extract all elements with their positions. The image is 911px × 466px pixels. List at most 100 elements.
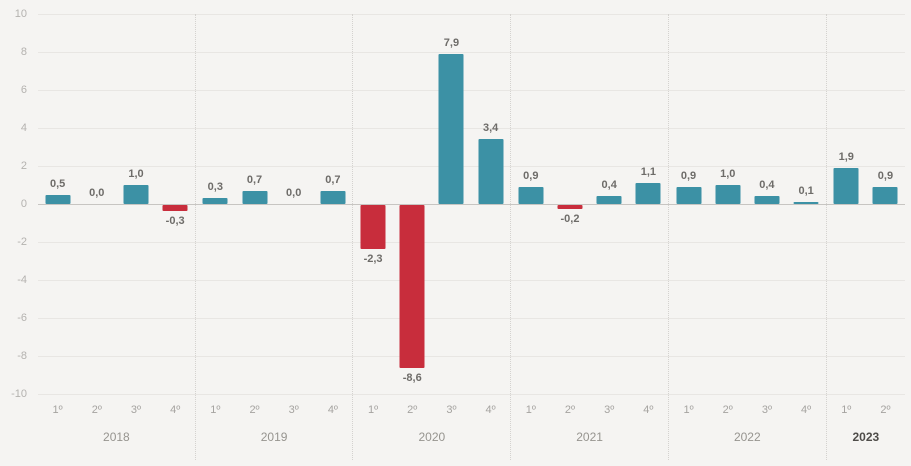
y-tick-label: 2 (20, 160, 27, 172)
value-label: 0,4 (759, 179, 775, 192)
quarter-labels-row: 1º 2º (827, 404, 905, 426)
positive-bar (320, 190, 346, 204)
y-tick-label: 4 (20, 122, 27, 134)
year-label-2021: 2021 (576, 430, 603, 444)
quarter-tick-label: 2º (880, 404, 891, 416)
bars-row: 0,9 1,0 0,4 0,1 (669, 14, 826, 394)
quarter-labels-row: 1º 2º 3º 4º (38, 404, 195, 426)
quarter-cell: -8,6 (393, 14, 432, 394)
quarter-tick-label: 3º (604, 404, 615, 416)
quarter-cell: 0,9 (511, 14, 550, 394)
value-label: 0,9 (877, 169, 894, 182)
quarter-cell: -0,3 (156, 14, 195, 394)
quarter-tick-label: 1º (367, 404, 379, 416)
year-label-2023: 2023 (852, 430, 880, 444)
negative-bar (360, 205, 386, 249)
positive-bar (123, 185, 149, 204)
quarter-tick-label: 1º (210, 404, 221, 416)
quarter-cell: 1,0 (116, 14, 155, 394)
year-group-2018: 0,5 0,0 1,0 -0,3 1º 2º 3º 4º 2018 (38, 14, 196, 460)
quarter-tick-label: 1º (52, 404, 63, 416)
quarter-cell: 0,9 (866, 14, 905, 394)
y-tick-label: 8 (20, 46, 27, 58)
quarter-tick-label: 1º (841, 404, 852, 416)
quarter-tick-label: 4º (801, 404, 812, 416)
quarter-labels-row: 1º 2º 3º 4º (353, 404, 510, 426)
gridline (38, 356, 905, 357)
quarter-cell: 0,7 (313, 14, 352, 394)
groups: 0,5 0,0 1,0 -0,3 1º 2º 3º 4º 2018 0,3 0,7 0,0 0,7 1º 2… (38, 14, 905, 460)
quarter-tick-label: 3º (761, 404, 772, 416)
positive-bar (242, 190, 268, 204)
gridline (38, 90, 905, 91)
value-label: 7,9 (443, 36, 460, 49)
value-label: -8,6 (402, 372, 422, 385)
gridline (38, 394, 905, 395)
positive-bar (478, 139, 504, 204)
bars-row: 1,9 0,9 (827, 14, 905, 394)
positive-bar (872, 186, 898, 204)
value-label: 0,9 (523, 169, 539, 182)
gridline (38, 128, 905, 129)
bars-row: 0,5 0,0 1,0 -0,3 (38, 14, 195, 394)
y-tick-label: 6 (20, 84, 27, 96)
y-tick-label: 0 (20, 198, 27, 210)
quarter-labels-row: 1º 2º 3º 4º (669, 404, 826, 426)
quarter-tick-label: 3º (130, 404, 142, 416)
positive-bar (676, 186, 702, 204)
quarter-cell: 0,5 (38, 14, 77, 394)
y-tick-label: 10 (14, 8, 27, 20)
value-label: -0,3 (165, 214, 185, 227)
y-tick-label: -10 (11, 388, 27, 400)
gridline (38, 242, 905, 243)
quarter-tick-label: 4º (170, 404, 181, 416)
value-label: 0,4 (601, 179, 617, 192)
positive-bar (518, 186, 544, 204)
positive-bar (635, 183, 661, 204)
bars-row: 0,9 -0,2 0,4 1,1 (511, 14, 668, 394)
value-label: 0,5 (49, 177, 66, 190)
quarter-tick-label: 1º (683, 404, 694, 416)
y-tick-label: -4 (17, 274, 27, 286)
value-label: 0,1 (798, 185, 814, 198)
quarter-tick-label: 2º (91, 404, 102, 416)
quarter-cell: 1,1 (629, 14, 668, 394)
quarter-tick-label: 2º (407, 404, 418, 416)
gridline (38, 280, 905, 281)
negative-bar (399, 205, 425, 369)
quarter-cell: 0,1 (787, 14, 826, 394)
quarter-cell: 0,3 (196, 14, 235, 394)
positive-bar (754, 196, 780, 204)
y-tick-label: -6 (17, 312, 27, 324)
value-label: 1,0 (720, 168, 736, 180)
value-label: 0,0 (286, 187, 302, 199)
value-label: 0,3 (207, 181, 223, 194)
quarter-cell: 1,9 (827, 14, 866, 394)
y-tick-label: -2 (17, 236, 27, 248)
value-label: 3,4 (482, 122, 499, 135)
positive-bar (596, 196, 622, 204)
quarter-tick-label: 2º (249, 404, 260, 416)
quarter-cell: -2,3 (353, 14, 392, 394)
year-label-2020: 2020 (418, 430, 446, 444)
positive-bar (715, 185, 741, 204)
quarter-cell: 1,0 (708, 14, 747, 394)
quarter-cell: -0,2 (550, 14, 589, 394)
quarter-tick-label: 2º (722, 404, 733, 416)
quarter-tick-label: 2º (564, 404, 576, 416)
year-label-2019: 2019 (260, 430, 288, 444)
value-label: 1,9 (838, 150, 854, 163)
y-axis: 10 8 6 4 2 0 -2 -4 -6 -8 -10 (0, 8, 32, 400)
positive-bar (45, 194, 71, 204)
value-label: -0,2 (560, 212, 580, 225)
value-label: 0,9 (680, 169, 697, 182)
year-label-2018: 2018 (103, 430, 130, 444)
positive-bar (793, 202, 819, 204)
gridline (38, 318, 905, 319)
year-group-2022: 0,9 1,0 0,4 0,1 1º 2º 3º 4º 2022 (669, 14, 827, 460)
year-group-2019: 0,3 0,7 0,0 0,7 1º 2º 3º 4º 2019 (196, 14, 354, 460)
positive-bar (833, 167, 859, 204)
quarter-tick-label: 4º (485, 404, 496, 416)
gridline (38, 52, 905, 53)
quarter-cell: 0,0 (274, 14, 313, 394)
